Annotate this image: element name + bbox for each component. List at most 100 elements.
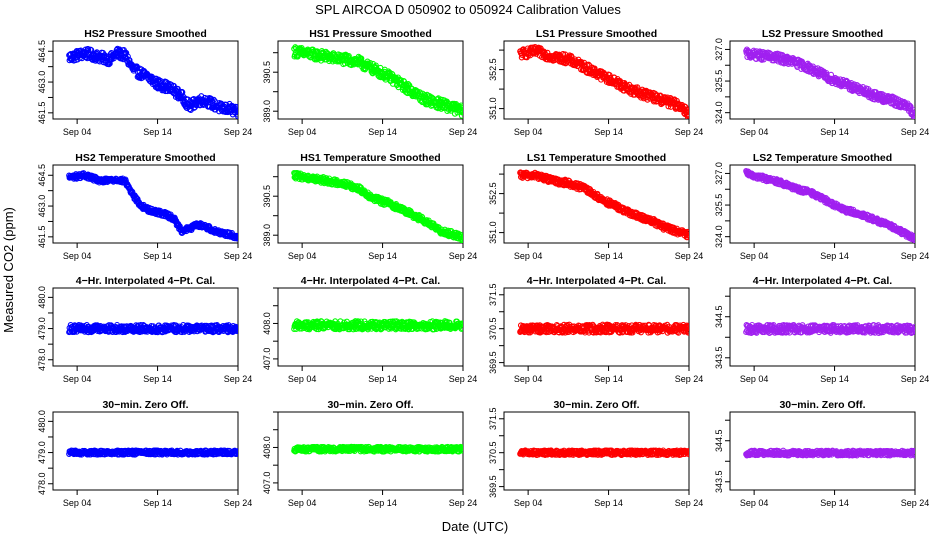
panel: 4−Hr. Interpolated 4−Pt. Cal.Sep 04 Sep 1…: [488, 275, 703, 384]
data-point: [235, 113, 238, 119]
x-tick-label: Sep 24: [449, 127, 478, 137]
data-point: [170, 82, 177, 89]
x-tick-label: Sep 04: [288, 251, 317, 261]
x-tick-label: Sep 04: [740, 251, 769, 261]
x-tick-label: Sep 14: [368, 127, 397, 137]
data-point: [174, 85, 181, 92]
x-tick-label: Sep 24: [224, 251, 253, 261]
data-series: [66, 321, 238, 336]
x-tick-label: Sep 04: [740, 374, 769, 384]
plot-frame: [729, 40, 916, 120]
data-point: [123, 50, 130, 56]
x-tick-label: Sep 04: [514, 374, 543, 384]
x-tick-label: Sep 14: [594, 251, 623, 261]
data-point: [685, 111, 689, 118]
panel-title: 4−Hr. Interpolated 4−Pt. Cal.: [753, 275, 893, 287]
data-point: [684, 328, 689, 334]
x-tick-label: Sep 04: [740, 127, 769, 137]
plot-frame: [52, 164, 239, 244]
data-point: [458, 235, 463, 242]
panel-title: LS1 Pressure Smoothed: [536, 28, 657, 40]
x-tick-label: Sep 14: [368, 251, 397, 261]
data-series: [517, 169, 689, 241]
x-tick-label: Sep 24: [675, 251, 704, 261]
y-tick-label: 463.0: [37, 195, 47, 218]
figure-title: SPL AIRCOA D 050902 to 050924 Calibratio…: [315, 2, 621, 17]
data-point: [358, 318, 364, 325]
data-point: [177, 95, 184, 102]
y-tick-label: 369.5: [488, 351, 498, 374]
y-tick-label: 325.5: [714, 194, 724, 217]
x-tick-label: Sep 24: [901, 251, 930, 261]
panel-title: 4−Hr. Interpolated 4−Pt. Cal.: [301, 275, 441, 287]
x-tick-label: Sep 04: [514, 251, 543, 261]
data-point: [235, 326, 238, 332]
data-point: [910, 110, 915, 117]
y-tick-label: 464.5: [37, 164, 47, 187]
y-tick-label: 478.0: [37, 348, 47, 371]
panel: 4−Hr. Interpolated 4−Pt. Cal. Sep 04 Sep 1…: [262, 275, 477, 384]
y-tick-label: 463.0: [37, 71, 47, 94]
x-tick-label: Sep 24: [449, 251, 478, 261]
data-series: [66, 170, 238, 242]
data-series: [517, 44, 689, 119]
y-tick-label: 352.5: [488, 58, 498, 81]
y-tick-label: 389.0: [262, 224, 272, 247]
x-tick-label: Sep 14: [368, 374, 397, 384]
x-tick-label: Sep 04: [63, 127, 92, 137]
y-tick-label: 390.5: [262, 61, 272, 84]
y-tick-label: 461.5: [37, 226, 47, 249]
data-series: [66, 45, 238, 119]
y-tick-label: 327.0: [714, 162, 724, 185]
data-point: [234, 104, 238, 111]
data-point: [234, 324, 238, 331]
x-tick-label: Sep 24: [449, 374, 478, 384]
x-tick-label: Sep 24: [901, 127, 930, 137]
data-point: [234, 327, 238, 334]
x-tick-label: Sep 24: [224, 374, 253, 384]
data-point: [686, 108, 689, 115]
y-tick-label: 343.5: [714, 347, 724, 370]
y-tick-label: 479.0: [37, 317, 47, 340]
data-series: [291, 318, 463, 333]
data-point: [685, 324, 689, 330]
data-point: [460, 108, 463, 115]
panel-title: HS2 Temperature Smoothed: [75, 152, 215, 164]
data-point: [234, 111, 238, 118]
y-tick-label: 370.5: [488, 317, 498, 340]
plot-frame: [503, 40, 690, 120]
y-axis-label: Measured CO2 (ppm): [1, 207, 16, 333]
y-tick-label: 351.0: [488, 97, 498, 120]
y-tick-label: 480.0: [37, 286, 47, 309]
data-point: [176, 223, 183, 230]
data-point: [911, 113, 915, 119]
data-series: [517, 321, 689, 336]
x-axis-label: Date (UTC): [442, 519, 508, 534]
y-tick-label: 344.5: [714, 305, 724, 328]
data-point: [460, 320, 463, 327]
data-point: [459, 237, 463, 243]
plot-frame: [503, 164, 690, 244]
data-point: [911, 112, 915, 118]
data-point: [907, 103, 914, 110]
y-tick-label: 389.0: [262, 100, 272, 123]
panel-title: 4−Hr. Interpolated 4−Pt. Cal.: [527, 275, 667, 287]
x-tick-label: Sep 04: [288, 374, 317, 384]
data-point: [906, 102, 913, 109]
data-point: [358, 55, 365, 62]
data-series: [743, 321, 915, 337]
plot-frame: [277, 40, 464, 120]
y-tick-label: 371.5: [488, 284, 498, 307]
panel-title: HS2 Pressure Smoothed: [84, 28, 207, 40]
panel-title: LS2 Pressure Smoothed: [762, 28, 883, 40]
data-point: [134, 64, 141, 71]
data-point: [912, 237, 915, 243]
data-point: [895, 96, 902, 103]
data-point: [912, 115, 915, 119]
